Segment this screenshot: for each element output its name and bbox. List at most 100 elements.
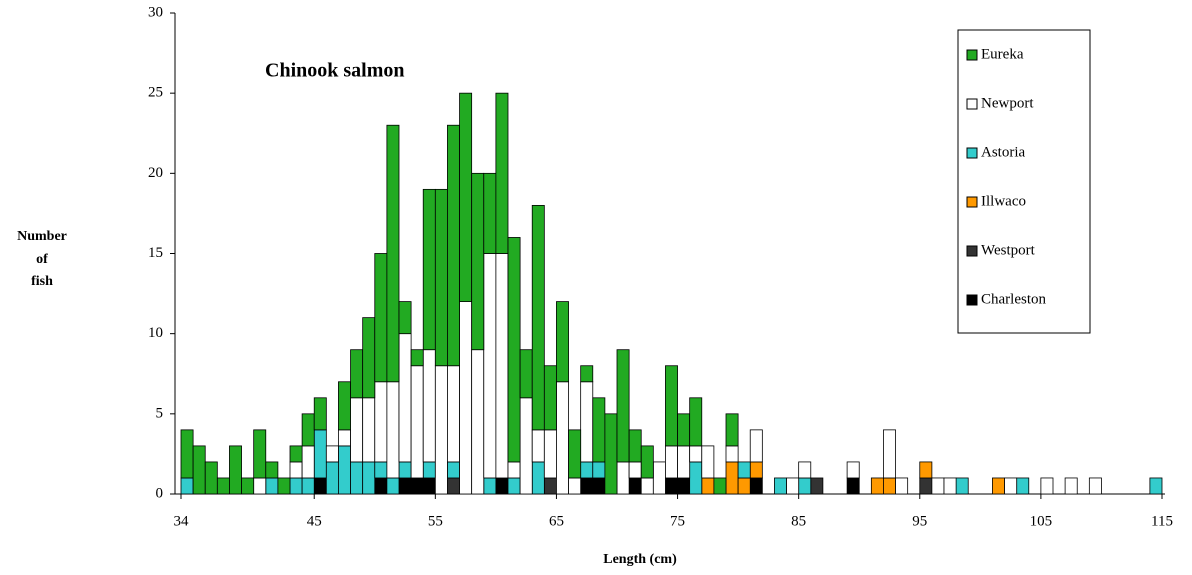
bar (895, 477, 909, 495)
bar (422, 477, 436, 495)
bar (459, 301, 473, 495)
legend-box (957, 29, 1091, 334)
bar (701, 445, 715, 479)
bar (798, 477, 812, 495)
x-tick-label: 105 (1030, 513, 1053, 529)
bar (410, 349, 424, 367)
bar (580, 365, 594, 383)
bar (313, 477, 327, 495)
bar (325, 445, 339, 463)
x-tick-label: 75 (670, 513, 685, 529)
bar (677, 413, 691, 447)
bar (338, 429, 351, 447)
bar (507, 461, 521, 479)
bar (786, 477, 800, 495)
bar (180, 429, 194, 479)
bar (507, 477, 521, 495)
bar (580, 477, 594, 495)
x-tick-label: 34 (174, 513, 190, 529)
bar (386, 381, 400, 479)
bar (616, 349, 630, 463)
bar (531, 461, 545, 495)
bar (1149, 477, 1163, 495)
bar (992, 477, 1005, 495)
y-tick-label: 20 (148, 165, 163, 181)
bar (665, 445, 678, 479)
bar (689, 461, 703, 495)
bar (434, 365, 448, 495)
bar (592, 397, 606, 463)
bar (737, 461, 751, 479)
y-axis-label: fish (31, 274, 53, 289)
bar (689, 397, 703, 447)
bar (204, 461, 218, 495)
y-tick-label: 5 (156, 405, 164, 421)
bar (701, 477, 715, 495)
x-tick-label: 65 (549, 513, 564, 529)
bar (749, 461, 763, 479)
x-tick-label: 95 (912, 513, 927, 529)
bar (556, 301, 569, 383)
bar (1064, 477, 1078, 495)
bar (447, 365, 460, 463)
bar (749, 429, 763, 463)
bar (725, 461, 739, 495)
bar (398, 333, 412, 463)
bar (447, 461, 460, 479)
bar (362, 461, 376, 495)
bar (180, 477, 194, 495)
bar (483, 253, 497, 479)
bar (471, 172, 485, 351)
bar (543, 365, 557, 431)
legend-label: Illwaco (981, 193, 1026, 209)
bar (338, 381, 351, 431)
bar (241, 477, 255, 495)
bar (374, 477, 388, 495)
legend-swatch (966, 49, 978, 61)
y-tick-label: 10 (148, 325, 163, 341)
bar (665, 477, 678, 495)
bar (507, 237, 521, 463)
bar (495, 477, 509, 495)
bar (628, 477, 642, 495)
y-tick-label: 25 (148, 85, 163, 101)
bar (943, 477, 957, 495)
legend-label: Eureka (981, 46, 1024, 62)
bar (677, 445, 691, 479)
x-axis-label: Length (cm) (603, 552, 677, 567)
bar (313, 397, 327, 431)
bar (919, 461, 933, 479)
bar (265, 461, 279, 479)
bar (398, 461, 412, 479)
x-tick-label: 85 (791, 513, 806, 529)
bar (543, 429, 557, 479)
bar (628, 461, 642, 479)
legend-swatch (966, 196, 978, 208)
bar (580, 461, 594, 479)
bar (265, 477, 279, 495)
bar (883, 477, 896, 495)
bar (362, 317, 376, 399)
bar (410, 477, 424, 495)
bar (652, 461, 666, 495)
bar (459, 92, 473, 302)
legend-swatch (966, 98, 978, 110)
bar (301, 413, 315, 447)
x-tick-label: 45 (307, 513, 322, 529)
bar (810, 477, 824, 495)
x-tick-label: 55 (428, 513, 443, 529)
bar (216, 477, 230, 495)
legend-swatch (966, 245, 978, 257)
bar (955, 477, 969, 495)
bar (931, 477, 945, 495)
bar (471, 349, 485, 495)
bar (434, 188, 448, 367)
bar (483, 172, 497, 254)
bar (350, 397, 364, 463)
chart-title: Chinook salmon (265, 60, 405, 82)
legend-swatch (966, 294, 978, 306)
y-tick-label: 0 (156, 485, 164, 501)
bar (725, 445, 739, 463)
bar (483, 477, 497, 495)
bar (350, 461, 364, 495)
